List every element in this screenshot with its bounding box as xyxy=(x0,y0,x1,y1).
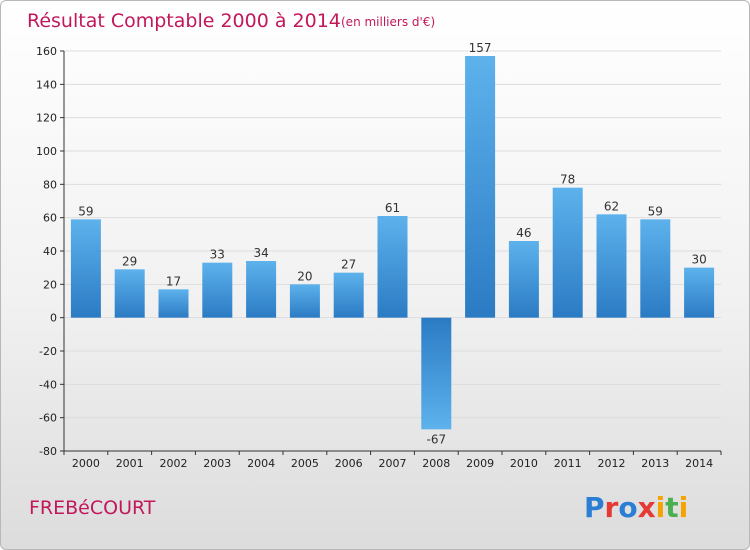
x-tick-label: 2000 xyxy=(72,457,100,470)
logo-letter: x xyxy=(638,491,656,524)
x-tick-label: 2011 xyxy=(554,457,582,470)
bar-2005 xyxy=(289,284,320,318)
x-tick-label: 2007 xyxy=(379,457,407,470)
x-tick-label: 2012 xyxy=(598,457,626,470)
proxiti-logo: Proxiti xyxy=(584,491,688,524)
x-tick-label: 2001 xyxy=(116,457,144,470)
bar-2004 xyxy=(246,261,277,318)
y-tick-label: 0 xyxy=(50,312,57,325)
value-label-2002: 17 xyxy=(166,274,181,288)
value-label-2012: 62 xyxy=(604,199,619,213)
logo-letter: i xyxy=(656,491,666,524)
x-tick-label: 2010 xyxy=(510,457,538,470)
x-tick-label: 2005 xyxy=(291,457,319,470)
bar-2014 xyxy=(684,267,715,318)
y-tick-label: 140 xyxy=(36,78,57,91)
logo-letter: P xyxy=(584,491,605,524)
logo-letter: i xyxy=(679,491,689,524)
y-tick-label: -40 xyxy=(39,378,57,391)
y-tick-label: -20 xyxy=(39,345,57,358)
bar-2010 xyxy=(508,241,539,318)
x-tick-label: 2006 xyxy=(335,457,363,470)
value-label-2010: 46 xyxy=(516,226,531,240)
value-label-2008: -67 xyxy=(426,432,446,446)
value-label-2004: 34 xyxy=(253,246,268,260)
y-tick-label: -60 xyxy=(39,412,57,425)
bar-2012 xyxy=(596,214,627,318)
y-tick-label: 20 xyxy=(43,278,57,291)
value-label-2011: 78 xyxy=(560,173,575,187)
y-tick-label: 40 xyxy=(43,245,57,258)
chart-title: Résultat Comptable 2000 à 2014 xyxy=(27,10,341,32)
value-label-2009: 157 xyxy=(469,41,492,55)
commune-name: FREBéCOURT xyxy=(29,497,156,519)
bar-2009 xyxy=(465,56,496,318)
bar-2000 xyxy=(70,219,101,318)
value-label-2000: 59 xyxy=(78,204,93,218)
axes: -80 -60 -40 -20 0 20 40 60 80 100 120 140 160 2000 200… xyxy=(36,45,722,470)
value-label-2001: 29 xyxy=(122,254,137,268)
y-tick-label: 80 xyxy=(43,178,57,191)
bars: 59 29 17 33 34 20 27 61 -67 157 46 78 62 59 30 xyxy=(70,41,715,446)
bar-2008 xyxy=(421,317,452,430)
bar-2006 xyxy=(333,272,364,318)
logo-letter: t xyxy=(665,491,678,524)
value-label-2005: 20 xyxy=(297,269,312,283)
x-tick-label: 2004 xyxy=(247,457,275,470)
logo-letter: r xyxy=(605,491,619,524)
chart-subtitle: (en milliers d'€) xyxy=(341,15,435,29)
y-tick-label: 120 xyxy=(36,112,57,125)
y-tick-label: 60 xyxy=(43,212,57,225)
bar-2003 xyxy=(202,262,233,318)
x-tick-label: 2008 xyxy=(422,457,450,470)
logo-letter: o xyxy=(618,491,637,524)
x-tick-label: 2009 xyxy=(466,457,494,470)
value-label-2007: 61 xyxy=(385,201,400,215)
x-tick-label: 2002 xyxy=(160,457,188,470)
bar-2002 xyxy=(158,289,189,318)
x-tick-label: 2013 xyxy=(641,457,669,470)
value-label-2003: 33 xyxy=(210,248,225,262)
y-tick-label: 100 xyxy=(36,145,57,158)
value-label-2013: 59 xyxy=(648,204,663,218)
y-tick-label: -80 xyxy=(39,445,57,458)
bar-2011 xyxy=(552,187,583,318)
x-tick-label: 2003 xyxy=(203,457,231,470)
bar-2013 xyxy=(640,219,671,318)
bar-2001 xyxy=(114,269,145,318)
y-tick-label: 160 xyxy=(36,45,57,58)
x-tick-label: 2014 xyxy=(685,457,713,470)
value-label-2006: 27 xyxy=(341,258,356,272)
value-label-2014: 30 xyxy=(691,253,706,267)
bar-2007 xyxy=(377,216,408,318)
